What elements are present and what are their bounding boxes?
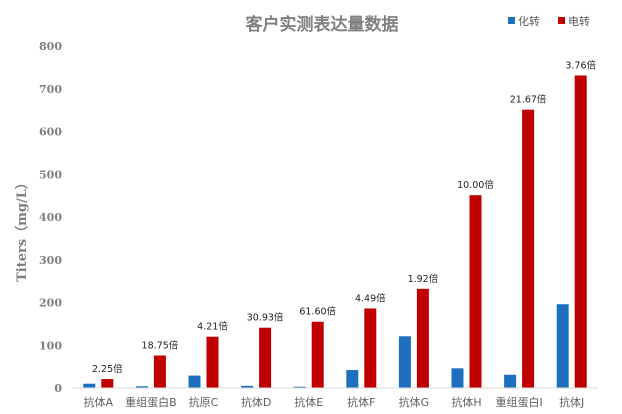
x-tick-label: 抗体F [347, 395, 375, 409]
bar-series-2 [101, 379, 114, 388]
chart-title: 客户实测表达量数据 [245, 14, 399, 35]
bar-series-2 [153, 355, 166, 388]
y-tick-label: 100 [39, 339, 62, 352]
legend-swatch-series-2 [558, 17, 565, 24]
data-label: 10.00倍 [457, 179, 494, 191]
x-tick-label: 重组蛋白B [125, 395, 177, 409]
y-tick-label: 300 [39, 254, 62, 267]
legend-label-series-2: 电转 [568, 14, 590, 28]
x-tick-label: 抗体G [399, 395, 430, 409]
x-tick-label: 抗体E [294, 395, 323, 409]
x-tick-label: 抗体A [84, 395, 114, 409]
bar-series-1 [293, 386, 306, 388]
legend-label-series-1: 化转 [518, 14, 540, 28]
bar-series-2 [364, 308, 377, 388]
data-label: 4.49倍 [355, 292, 386, 304]
y-tick-label: 200 [39, 297, 62, 310]
y-axis-ticks: 0 100 200 300 400 500 600 700 800 [39, 40, 62, 395]
data-label: 2.25倍 [92, 363, 123, 375]
x-tick-label: 抗体H [451, 395, 481, 409]
y-tick-label: 500 [39, 168, 62, 181]
y-tick-label: 0 [54, 382, 62, 395]
data-label: 30.93倍 [247, 312, 284, 324]
bar-series-2 [522, 109, 535, 388]
y-tick-label: 400 [39, 211, 62, 224]
bar-series-1 [556, 304, 569, 388]
data-labels: 2.25倍 18.75倍 4.21倍 30.93倍 61.60倍 4.49倍 1.92倍 10… [92, 59, 597, 375]
bar-series-2 [416, 288, 429, 388]
y-tick-label: 600 [39, 126, 62, 139]
legend-swatch-series-1 [508, 17, 515, 24]
data-label: 3.76倍 [565, 59, 596, 71]
bar-series-1 [241, 385, 254, 388]
legend: 化转 电转 [508, 14, 590, 28]
bar-series-1 [504, 374, 517, 388]
data-label: 4.21倍 [197, 321, 228, 333]
x-tick-label: 抗体J [559, 395, 584, 409]
x-tick-label: 抗原C [189, 395, 219, 409]
bar-series-1 [135, 386, 148, 388]
data-label: 1.92倍 [408, 273, 439, 285]
bars [83, 75, 587, 388]
data-label: 61.60倍 [299, 306, 336, 318]
bar-series-2 [206, 336, 219, 388]
y-tick-label: 800 [39, 40, 62, 53]
y-axis-label: Titers（mg/L） [14, 176, 30, 282]
bar-series-2 [469, 195, 482, 388]
bar-series-1 [451, 368, 464, 388]
data-label: 21.67倍 [510, 94, 547, 106]
bar-series-2 [574, 75, 587, 388]
bar-series-1 [346, 370, 359, 388]
bar-series-1 [398, 336, 411, 388]
x-axis-ticks: 抗体A 重组蛋白B 抗原C 抗体D 抗体E 抗体F 抗体G 抗体H 重组蛋白I 抗体J [84, 395, 585, 409]
bar-series-1 [188, 375, 201, 388]
bar-series-2 [259, 327, 272, 388]
y-tick-label: 700 [39, 83, 62, 96]
x-tick-label: 抗体D [241, 395, 271, 409]
data-label: 18.75倍 [142, 340, 179, 352]
bar-series-1 [83, 383, 96, 388]
x-tick-label: 重组蛋白I [495, 395, 542, 409]
bar-series-2 [311, 321, 324, 388]
